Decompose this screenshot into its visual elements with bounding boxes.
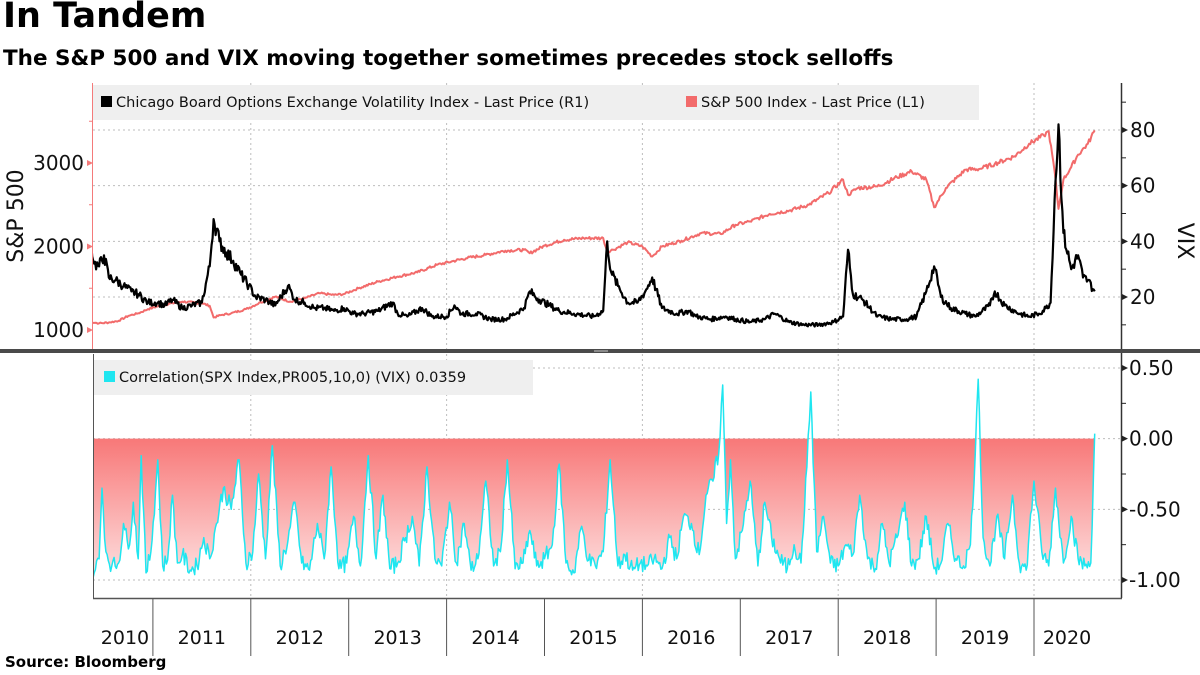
left-axis-title: S&P 500 bbox=[4, 169, 29, 262]
x-axis-year-label: 2020 bbox=[1043, 627, 1091, 649]
spx-legend-label: S&P 500 Index - Last Price (L1) bbox=[701, 95, 925, 111]
vix-legend-swatch bbox=[101, 96, 112, 107]
correlation-axis-tick bbox=[1122, 365, 1128, 371]
vix-legend-label: Chicago Board Options Exchange Volatilit… bbox=[116, 95, 589, 111]
top-lines-layer bbox=[93, 123, 1096, 328]
panel-separator-handle[interactable] bbox=[594, 350, 608, 352]
bottom-legend-box bbox=[93, 360, 533, 395]
right-axis-tick-label: 20 bbox=[1130, 285, 1155, 309]
right-axis-tick bbox=[1122, 182, 1128, 189]
correlation-fill-area bbox=[93, 438, 1095, 579]
right-axis-title: VIX bbox=[1172, 223, 1197, 260]
correlation-legend-label: Correlation(SPX Index,PR005,10,0) (VIX) … bbox=[119, 370, 466, 386]
left-axis-tick bbox=[87, 160, 93, 166]
axis-ticks-layer: 1000 2000 3000 20 40 60 80 0.50 0.00 -0.50 -1.00 bbox=[33, 101, 1181, 592]
left-axis-tick-label: 3000 bbox=[33, 151, 84, 175]
correlation-axis-tick-label: 0.00 bbox=[1129, 427, 1174, 451]
x-axis-layer: 2010 2011 2012 2013 2014 2015 2016 2017 2018 2019… bbox=[101, 598, 1091, 656]
correlation-axis-tick bbox=[1122, 506, 1128, 513]
x-axis-year-label: 2013 bbox=[373, 627, 421, 649]
vix-series-line bbox=[93, 123, 1096, 328]
left-axis-tick-label: 1000 bbox=[33, 318, 84, 342]
source-note: Source: Bloomberg bbox=[5, 653, 167, 671]
left-axis-tick bbox=[87, 243, 93, 250]
chart-title: In Tandem bbox=[3, 0, 207, 36]
x-axis-year-label: 2015 bbox=[569, 627, 617, 649]
right-axis-tick bbox=[1122, 238, 1128, 245]
correlation-axis-tick bbox=[1122, 435, 1128, 442]
correlation-axis-tick-label: -1.00 bbox=[1129, 568, 1181, 592]
left-axis-tick bbox=[87, 327, 93, 333]
x-axis-year-label: 2012 bbox=[276, 627, 324, 649]
top-legend-box bbox=[93, 85, 979, 120]
x-axis-year-label: 2010 bbox=[101, 627, 149, 649]
correlation-axis-tick bbox=[1122, 577, 1128, 583]
right-axis-tick-label: 60 bbox=[1130, 174, 1155, 198]
left-axis-tick-label: 2000 bbox=[33, 235, 84, 259]
correlation-series-line bbox=[93, 378, 1096, 580]
x-axis-year-label: 2018 bbox=[863, 627, 911, 649]
right-axis-tick bbox=[1122, 127, 1128, 133]
correlation-axis-tick-label: 0.50 bbox=[1129, 356, 1174, 380]
right-axis-tick bbox=[1122, 294, 1128, 300]
x-axis-year-label: 2014 bbox=[471, 627, 519, 649]
correlation-legend-swatch bbox=[104, 371, 115, 382]
spx-series-line bbox=[93, 129, 1096, 325]
chart-subtitle: The S&P 500 and VIX moving together some… bbox=[3, 46, 894, 71]
x-axis-year-label: 2011 bbox=[178, 627, 226, 649]
right-axis-tick-label: 80 bbox=[1130, 118, 1155, 142]
x-axis-year-label: 2016 bbox=[667, 627, 715, 649]
right-axis-tick-label: 40 bbox=[1130, 229, 1155, 253]
correlation-area-layer bbox=[93, 378, 1096, 580]
correlation-axis-tick-label: -0.50 bbox=[1129, 497, 1181, 521]
spx-legend-swatch bbox=[686, 96, 697, 107]
x-axis-year-label: 2017 bbox=[765, 627, 813, 649]
x-axis-year-label: 2019 bbox=[961, 627, 1009, 649]
